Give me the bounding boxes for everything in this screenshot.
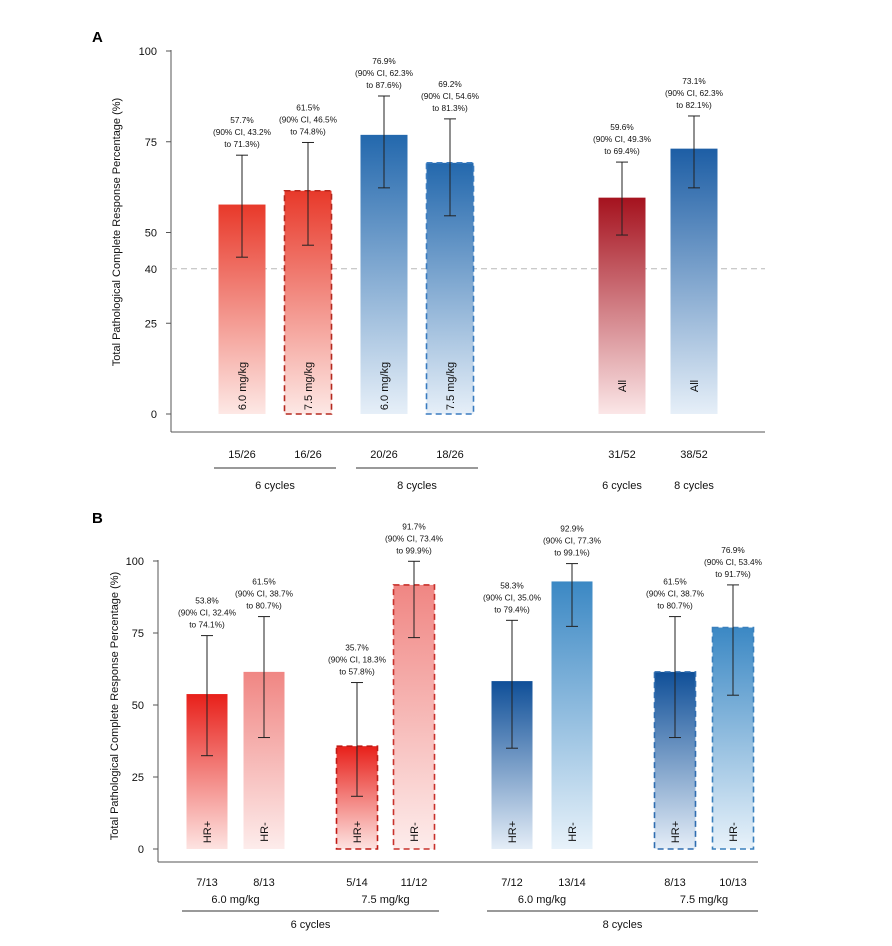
panel-a-bar-label: All xyxy=(617,380,629,392)
panel-a-bar-annotation: 57.7% xyxy=(230,115,254,125)
panel-b-bar-annotation: (90% CI, 77.3% xyxy=(543,536,602,546)
panel-b-bar-count: 8/13 xyxy=(253,877,274,889)
panel-a-bar-annotation: 76.9% xyxy=(372,56,396,66)
panel-a-bar-annotation: to 87.6%) xyxy=(366,80,402,90)
panel-a-y-axis-label: Total Pathological Complete Response Per… xyxy=(111,98,123,366)
panel-b-bar-annotation: to 99.1%) xyxy=(554,548,590,558)
panel-b-dose-label: 6.0 mg/kg xyxy=(518,894,566,906)
panel-b-bar-label: HR- xyxy=(409,822,421,842)
panel-b-y-tick-label: 50 xyxy=(132,700,144,712)
panel-b-bar-annotation: 58.3% xyxy=(500,580,524,590)
panel-b-bar-label: HR- xyxy=(567,822,579,842)
panel-b-dose-label: 7.5 mg/kg xyxy=(361,894,409,906)
panel-b-bar-label: HR- xyxy=(259,822,271,842)
panel-b-bar-count: 11/12 xyxy=(401,877,428,889)
panel-b-bar-count: 10/13 xyxy=(719,877,747,889)
panel-b-bar-annotation: (90% CI, 73.4% xyxy=(385,533,444,543)
panel-b-bar-annotation: 92.9% xyxy=(560,524,584,534)
panel-a-bar-label: 7.5 mg/kg xyxy=(303,362,315,410)
panel-b-bar-annotation: (90% CI, 32.4% xyxy=(178,608,237,618)
panel-a-reference-label: 40 xyxy=(145,264,157,276)
panel-b-bar-label: HR+ xyxy=(352,821,364,843)
panel-b-chart: 0 25 50 75 100 Total Pathological Complete Re… xyxy=(109,521,763,931)
panel-a-cycle-label: 6 cycles xyxy=(602,480,642,492)
panel-a-cycle-label: 6 cycles xyxy=(255,480,295,492)
panel-b-bar-label: HR+ xyxy=(202,821,214,843)
panel-a-bar-annotation: (90% CI, 49.3% xyxy=(593,134,652,144)
panel-a-bar-annotation: (90% CI, 43.2% xyxy=(213,127,272,137)
panel-b-y-tick-label: 0 xyxy=(138,844,144,856)
panel-b-bar-annotation: (90% CI, 53.4% xyxy=(704,557,763,567)
panel-b-bar-annotation: (90% CI, 35.0% xyxy=(483,592,542,602)
panel-b-bar-annotation: (90% CI, 38.7% xyxy=(235,589,294,599)
panel-a-bar-annotation: 61.5% xyxy=(296,102,320,112)
panel-a-y-tick-label: 50 xyxy=(145,228,157,240)
panel-b-bar-annotation: (90% CI, 38.7% xyxy=(646,589,705,599)
panel-a-bar-count: 15/26 xyxy=(228,449,256,461)
panel-b-bar-count: 7/12 xyxy=(501,877,522,889)
panel-a-bar-count: 38/52 xyxy=(680,449,708,461)
panel-b-dose-label: 6.0 mg/kg xyxy=(211,894,259,906)
panel-b-bar-annotation: to 79.4%) xyxy=(494,604,530,614)
panel-a-y-tick-label: 25 xyxy=(145,318,157,330)
panel-b-bar-annotation: 76.9% xyxy=(721,545,745,555)
panel-b-bar-annotation: to 74.1%) xyxy=(189,620,225,630)
panel-b-bar-label: HR+ xyxy=(507,821,519,843)
panel-b-bar-annotation: 35.7% xyxy=(345,643,369,653)
panel-a-y-tick-label: 100 xyxy=(139,46,157,58)
panel-a-bar-label: All xyxy=(689,380,701,392)
panel-b-letter: B xyxy=(92,510,103,527)
panel-b-bar-annotation: 53.8% xyxy=(195,596,219,606)
panel-b-y-tick-label: 100 xyxy=(126,556,144,568)
panel-b-cycle-label: 6 cycles xyxy=(291,919,331,931)
panel-a-bar-count: 18/26 xyxy=(436,449,464,461)
panel-a-bar-annotation: to 69.4%) xyxy=(604,146,640,156)
panel-a-bar-annotation: to 82.1%) xyxy=(676,100,712,110)
panel-a-bar-count: 20/26 xyxy=(370,449,398,461)
panel-a-bar-count: 16/26 xyxy=(294,449,322,461)
panel-b-bar-annotation: to 80.7%) xyxy=(657,601,693,611)
panel-a-bar-annotation: to 71.3%) xyxy=(224,139,260,149)
panel-b-cycle-label: 8 cycles xyxy=(603,919,643,931)
panel-a-bar-annotation: 73.1% xyxy=(682,76,706,86)
panel-b-bar-count: 7/13 xyxy=(196,877,217,889)
panel-b-y-tick-label: 25 xyxy=(132,772,144,784)
panel-a-bar xyxy=(670,148,718,414)
panel-a-bar-annotation: (90% CI, 46.5% xyxy=(279,114,338,124)
panel-a-letter: A xyxy=(92,29,103,46)
panel-b-bar-count: 13/14 xyxy=(558,877,586,889)
panel-a-y-tick-label: 75 xyxy=(145,137,157,149)
panel-b-bar-annotation: to 80.7%) xyxy=(246,601,282,611)
panel-a-bar-annotation: 69.2% xyxy=(438,79,462,89)
panel-b-dose-label: 7.5 mg/kg xyxy=(680,894,728,906)
panel-b-bar-label: HR+ xyxy=(670,821,682,843)
panel-a-cycle-label: 8 cycles xyxy=(674,480,714,492)
panel-a-cycle-label: 8 cycles xyxy=(397,480,437,492)
panel-b-bar-count: 5/14 xyxy=(346,877,367,889)
panel-b-bar-annotation: 61.5% xyxy=(252,577,276,587)
panel-b-y-tick-label: 75 xyxy=(132,628,144,640)
panel-a-bar-annotation: (90% CI, 62.3% xyxy=(355,68,414,78)
panel-b-bar-annotation: to 91.7%) xyxy=(715,569,751,579)
panel-a-bar-label: 6.0 mg/kg xyxy=(237,362,249,410)
panel-b-bar-annotation: to 57.8%) xyxy=(339,667,375,677)
panel-a-chart: 0 25 50 75 100 Total Pathological Complete Re… xyxy=(111,46,765,492)
panel-a-bar-annotation: (90% CI, 54.6% xyxy=(421,91,480,101)
panel-b-bar-label: HR- xyxy=(728,822,740,842)
panel-b-y-axis-label: Total Pathological Complete Response Per… xyxy=(109,572,121,840)
panel-b-bar-annotation: to 99.9%) xyxy=(396,545,432,555)
panel-b-bar-annotation: (90% CI, 18.3% xyxy=(328,655,387,665)
panel-a-bar-label: 7.5 mg/kg xyxy=(445,362,457,410)
panel-a-bar-annotation: (90% CI, 62.3% xyxy=(665,88,724,98)
panel-b-bar-annotation: 61.5% xyxy=(663,577,687,587)
panel-a-y-tick-label: 0 xyxy=(151,409,157,421)
panel-a-bar-count: 31/52 xyxy=(608,449,636,461)
panel-a-bar-label: 6.0 mg/kg xyxy=(379,362,391,410)
panel-a-bar-annotation: to 81.3%) xyxy=(432,103,468,113)
panel-a-bar-annotation: 59.6% xyxy=(610,122,634,132)
panel-a-bar-annotation: to 74.8%) xyxy=(290,126,326,136)
panel-b-bar-annotation: 91.7% xyxy=(402,521,426,531)
panel-b-bar-count: 8/13 xyxy=(664,877,685,889)
